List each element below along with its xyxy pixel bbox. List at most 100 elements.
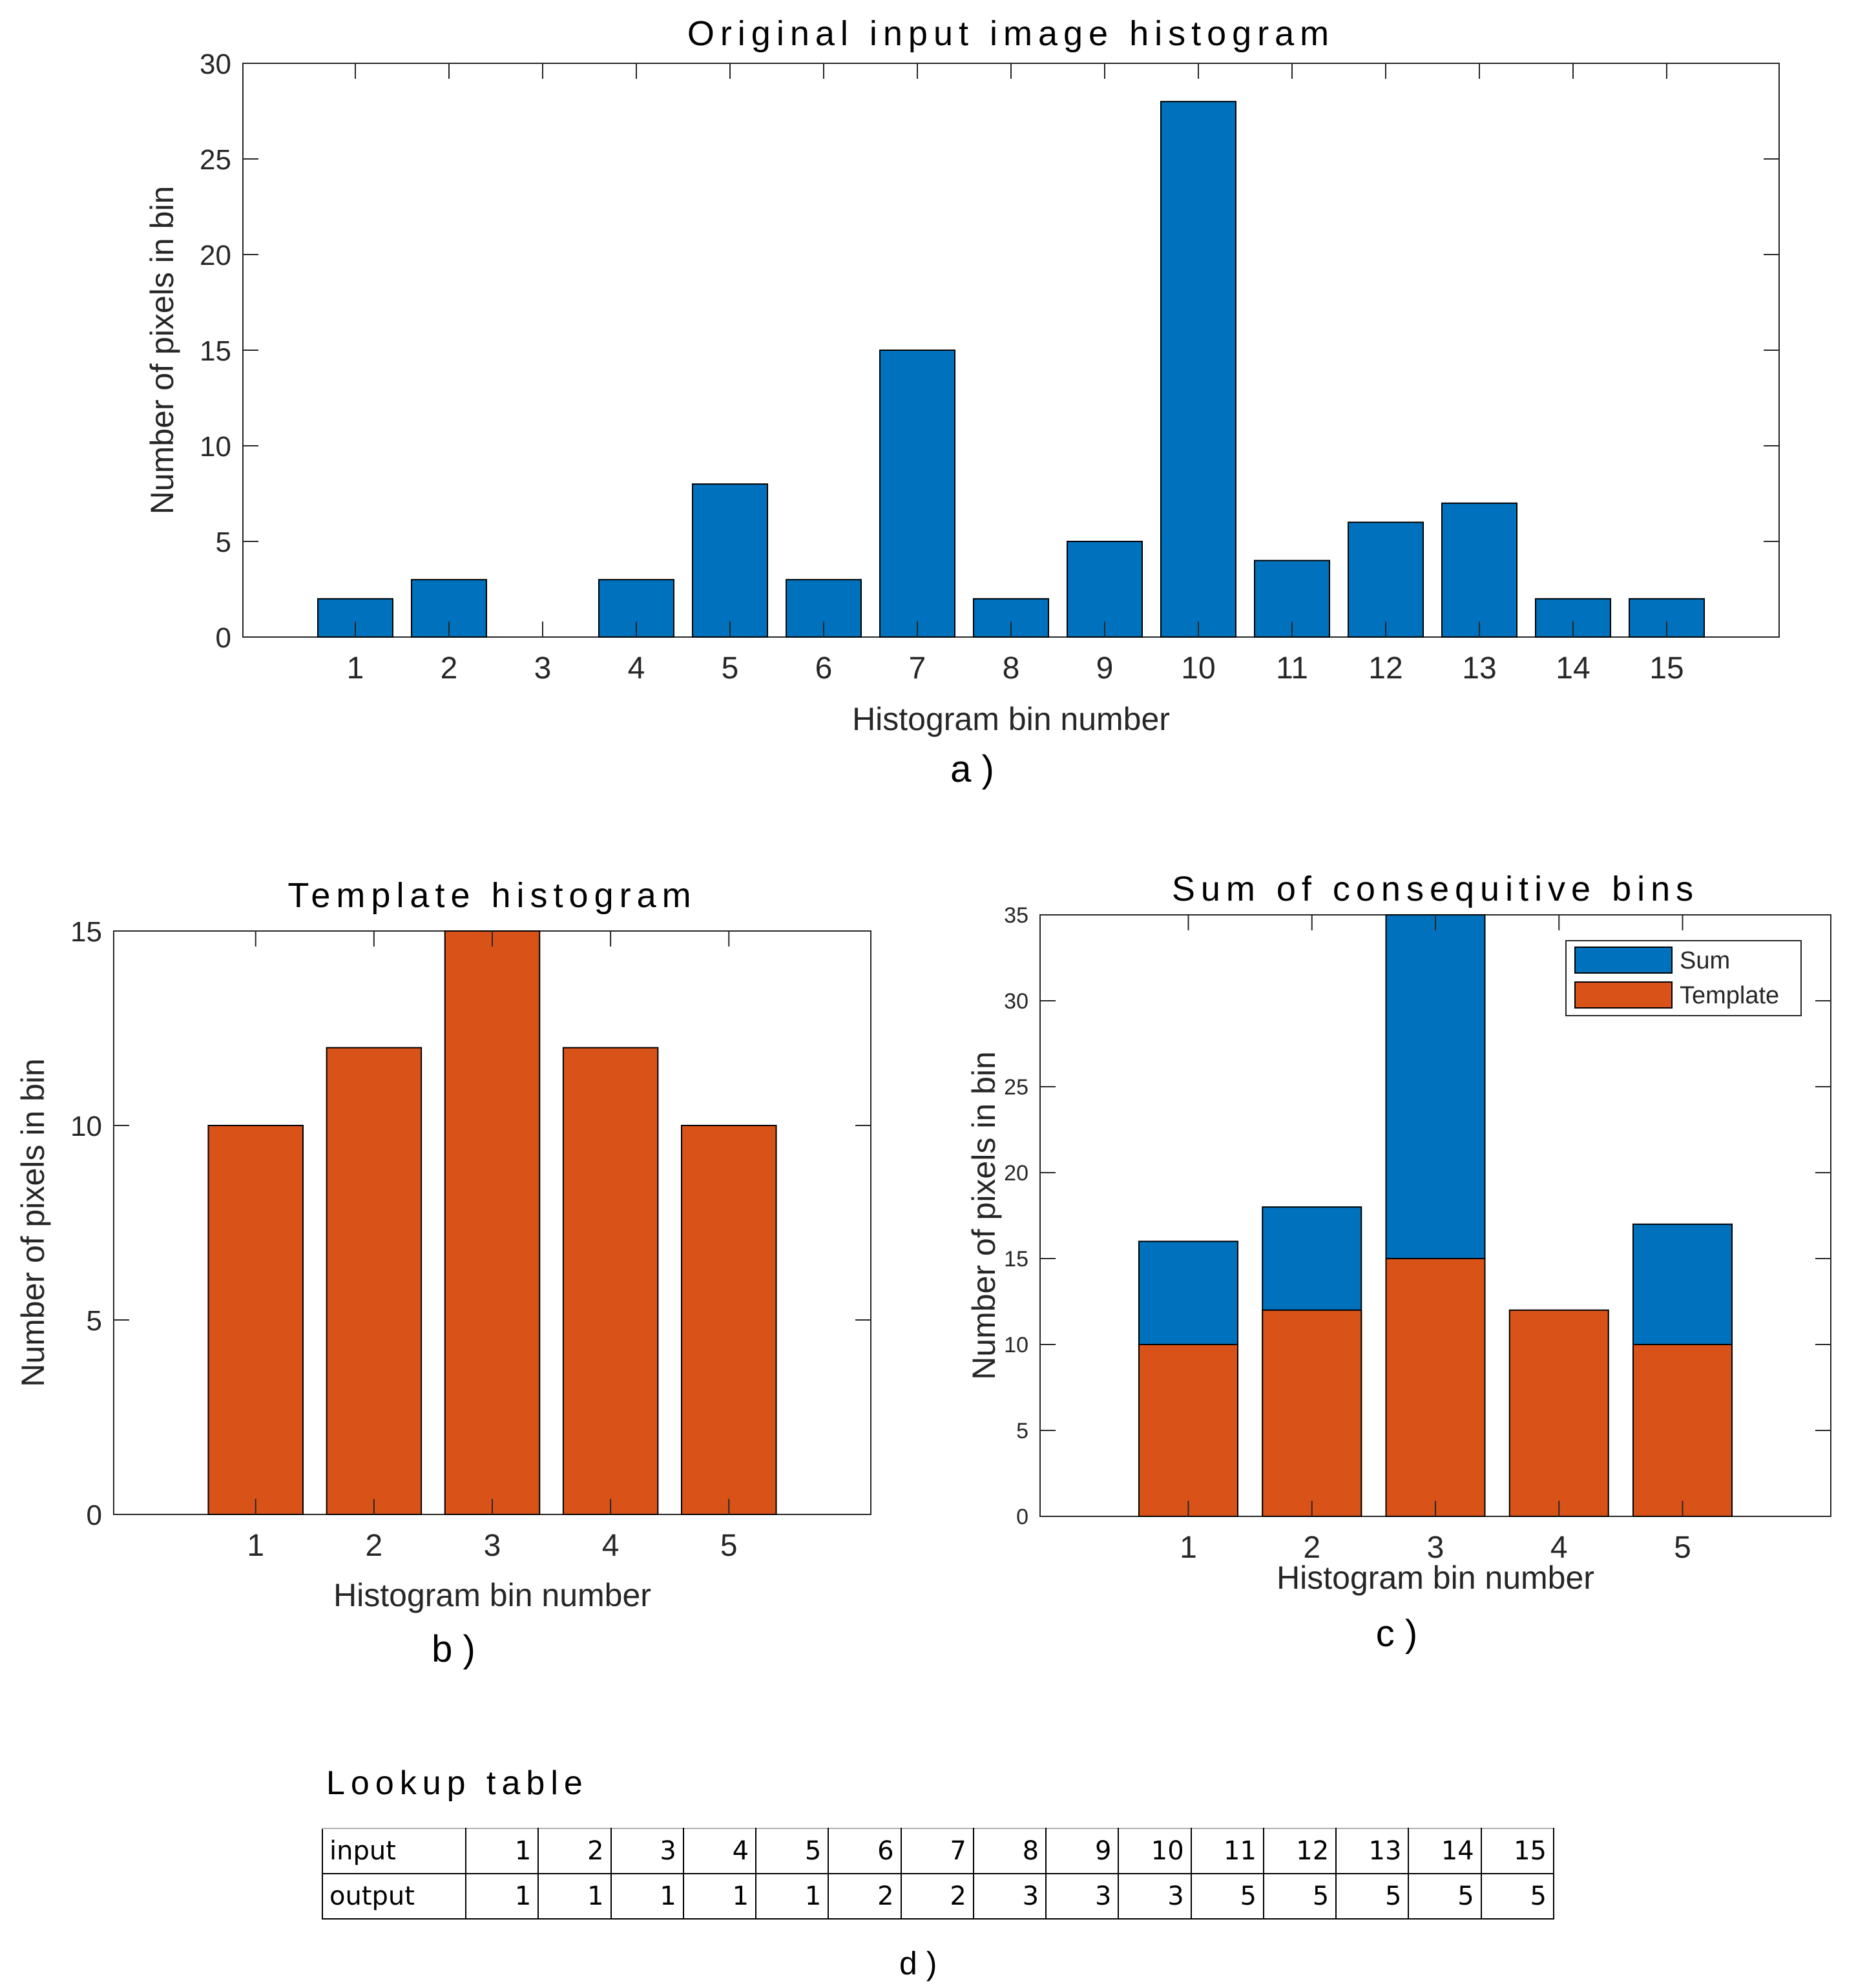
- bar-c-template-3: [1385, 1258, 1486, 1517]
- ytick-label-b: 10: [70, 1111, 102, 1142]
- lookup-cell: 1: [464, 1828, 539, 1874]
- xtick-label-a: 11: [1276, 651, 1308, 685]
- lookup-cell: 5: [1262, 1873, 1337, 1920]
- lookup-row-label: output: [322, 1873, 466, 1920]
- lookup-cell: 5: [1408, 1873, 1482, 1920]
- bar-c-template-1: [1138, 1344, 1238, 1517]
- bar-c-template-4: [1508, 1309, 1609, 1518]
- lookup-table-title: Lookup table: [326, 1764, 589, 1802]
- lookup-row-input: input 1 2 3 4 5 6 7 8 9 10 11 12 13 14 15: [322, 1828, 1555, 1874]
- bar-c-template-2: [1262, 1309, 1362, 1518]
- x-axis-label-c: Histogram bin number: [1277, 1560, 1594, 1596]
- panel-label-c: c ): [1376, 1613, 1417, 1655]
- lookup-cell: 4: [682, 1828, 757, 1874]
- bar-a-7: [879, 350, 955, 638]
- bar-a-10: [1160, 101, 1236, 638]
- bar-a-13: [1441, 502, 1517, 638]
- bar-b-3: [444, 930, 541, 1515]
- axes-box-a: [242, 63, 1780, 638]
- lookup-row-output: output 1 1 1 1 1 2 2 3 3 3 5 5 5 5 5: [322, 1873, 1555, 1920]
- ytick-label-a: 30: [200, 48, 231, 80]
- xtick-label-a: 14: [1556, 651, 1590, 685]
- ytick-label-b: 5: [87, 1305, 102, 1337]
- lookup-cell: 2: [537, 1828, 612, 1874]
- lookup-cell: 6: [828, 1828, 902, 1874]
- lookup-cell: 1: [682, 1873, 757, 1920]
- lookup-cell: 3: [1045, 1873, 1120, 1920]
- bar-a-4: [598, 579, 674, 638]
- lookup-cell: 5: [1335, 1873, 1410, 1920]
- ytick-label-c: 20: [1004, 1161, 1028, 1186]
- lookup-cell: 3: [1118, 1873, 1192, 1920]
- xtick-label-b: 2: [366, 1529, 383, 1563]
- bar-b-4: [562, 1047, 659, 1515]
- bar-c-template-5: [1632, 1344, 1733, 1517]
- legend-label-template: Template: [1680, 982, 1779, 1009]
- chart-title-a: Original input image histogram: [687, 14, 1335, 53]
- ytick-label-b: 0: [87, 1500, 102, 1531]
- bar-b-5: [681, 1125, 777, 1515]
- lookup-cell: 8: [972, 1828, 1047, 1874]
- xtick-label-a: 4: [628, 651, 645, 685]
- xtick-label-c: 4: [1550, 1531, 1568, 1565]
- lookup-cell: 10: [1118, 1828, 1192, 1874]
- xtick-label-a: 3: [534, 651, 552, 685]
- x-axis-label-b: Histogram bin number: [333, 1577, 651, 1613]
- lookup-cell: 12: [1262, 1828, 1337, 1874]
- ytick-label-a: 15: [200, 335, 231, 367]
- y-axis-label-c: Number of pixels in bin: [966, 1051, 1002, 1380]
- ytick-label-c: 35: [1004, 903, 1028, 928]
- bar-a-5: [692, 483, 768, 638]
- chart-title-c: Sum of consequitive bins: [1172, 870, 1699, 908]
- xtick-label-a: 8: [1003, 651, 1020, 685]
- legend-swatch-sum: [1574, 947, 1673, 974]
- xtick-label-c: 2: [1303, 1531, 1320, 1565]
- ytick-label-b: 15: [70, 916, 102, 948]
- y-axis-label-b: Number of pixels in bin: [15, 1058, 51, 1387]
- ytick-label-c: 5: [1016, 1419, 1028, 1443]
- y-axis-label-a: Number of pixels in bin: [144, 186, 180, 515]
- xtick-label-a: 5: [722, 651, 739, 685]
- bar-a-9: [1067, 541, 1143, 638]
- xtick-label-a: 13: [1462, 651, 1496, 685]
- xtick-label-a: 2: [441, 651, 458, 685]
- lookup-cell: 9: [1045, 1828, 1120, 1874]
- ytick-label-a: 10: [200, 431, 231, 463]
- ytick-label-c: 10: [1004, 1333, 1028, 1357]
- xtick-label-a: 10: [1181, 651, 1215, 685]
- xtick-label-c: 5: [1674, 1531, 1691, 1565]
- lookup-cell: 2: [900, 1873, 974, 1920]
- lookup-row-label: input: [322, 1828, 466, 1874]
- xtick-label-a: 1: [347, 651, 364, 685]
- ytick-label-c: 15: [1004, 1247, 1028, 1271]
- xtick-label-a: 7: [909, 651, 926, 685]
- lookup-cell: 1: [610, 1873, 684, 1920]
- ytick-label-c: 30: [1004, 989, 1028, 1014]
- xtick-label-b: 1: [247, 1529, 264, 1563]
- xtick-label-b: 5: [720, 1529, 738, 1563]
- lookup-cell: 5: [1190, 1873, 1264, 1920]
- lookup-cell: 5: [755, 1828, 829, 1874]
- lookup-cell: 7: [900, 1828, 974, 1874]
- lookup-cell: 2: [828, 1873, 902, 1920]
- lookup-cell: 15: [1480, 1828, 1555, 1874]
- bar-b-2: [326, 1047, 422, 1515]
- xtick-label-b: 3: [484, 1529, 501, 1563]
- xtick-label-a: 12: [1368, 651, 1402, 685]
- lookup-cell: 5: [1480, 1873, 1555, 1920]
- ytick-label-c: 0: [1016, 1505, 1028, 1529]
- panel-label-a: a ): [950, 748, 994, 790]
- ytick-label-a: 0: [216, 622, 231, 654]
- lookup-cell: 14: [1408, 1828, 1482, 1874]
- ytick-label-a: 5: [216, 527, 231, 558]
- xtick-label-a: 6: [815, 651, 833, 685]
- ytick-label-a: 25: [200, 144, 231, 176]
- xtick-label-a: 9: [1096, 651, 1114, 685]
- lookup-cell: 11: [1190, 1828, 1264, 1874]
- lookup-cell: 1: [537, 1873, 612, 1920]
- xtick-label-c: 1: [1180, 1531, 1197, 1565]
- lookup-cell: 1: [464, 1873, 539, 1920]
- lookup-table: input 1 2 3 4 5 6 7 8 9 10 11 12 13 14 15 output 1 1 1 1 1 2 2 3…: [322, 1828, 1555, 1920]
- legend-swatch-template: [1574, 981, 1673, 1009]
